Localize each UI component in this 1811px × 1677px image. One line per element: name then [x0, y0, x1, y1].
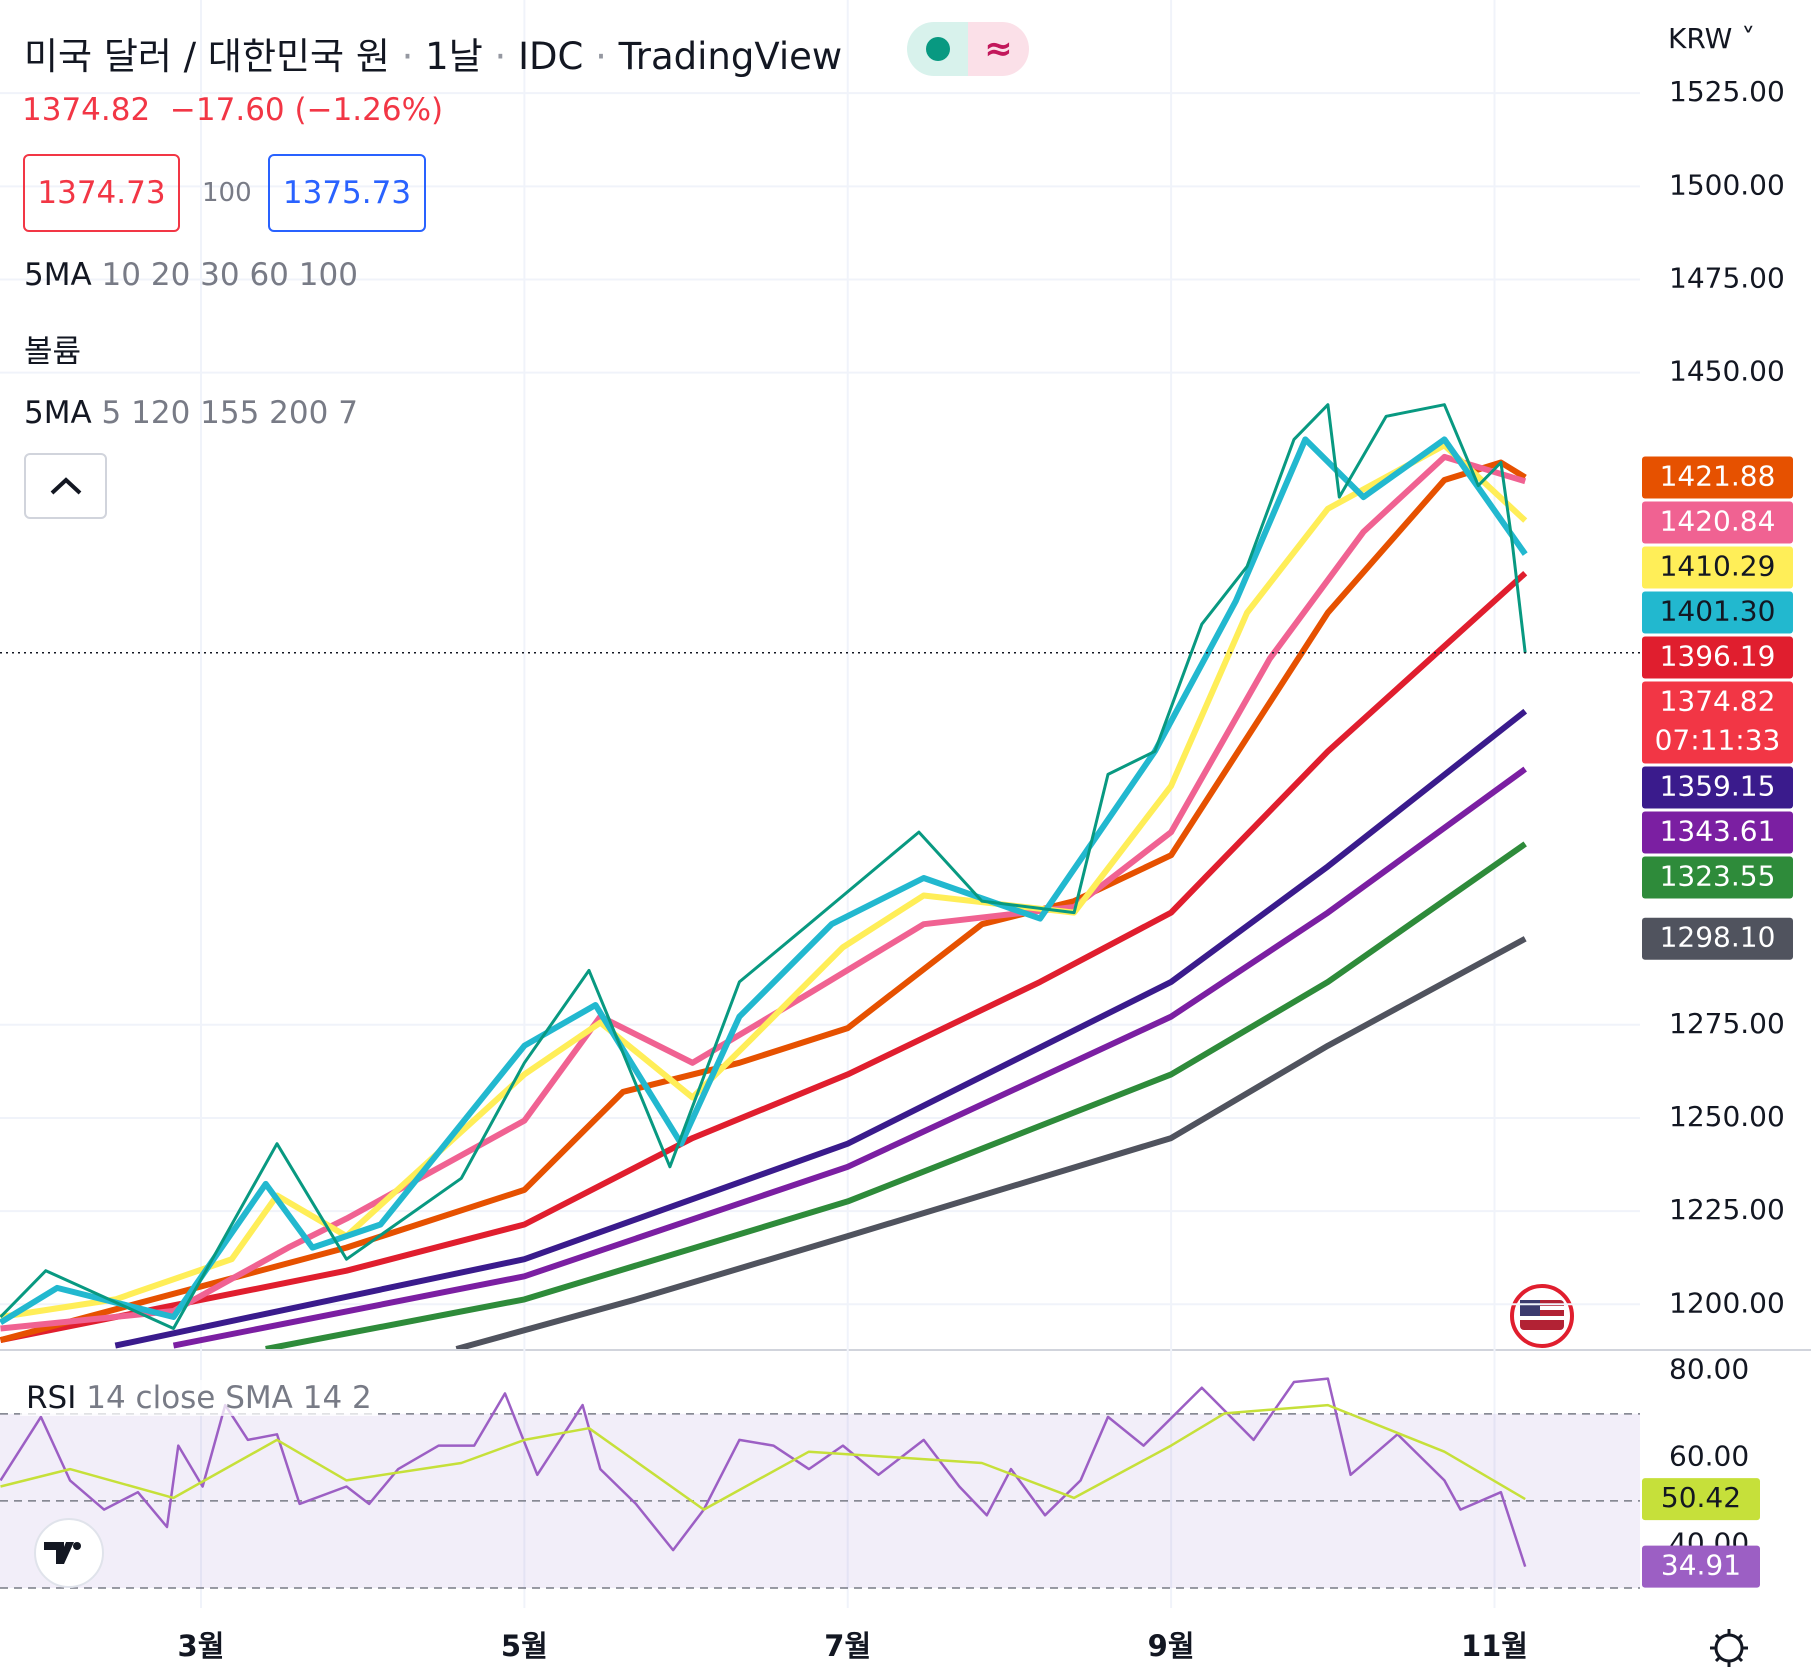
- tradingview-logo[interactable]: [34, 1518, 104, 1588]
- ma-line: [114, 708, 1528, 1349]
- ma-legend-2[interactable]: 5MA 5 120 155 200 7: [24, 395, 358, 431]
- currency: KRW: [1668, 22, 1733, 55]
- price-tag: [1642, 811, 1793, 854]
- plot-layer: [0, 1413, 1640, 1589]
- price-tag: [1642, 1478, 1760, 1521]
- x-tick-label: 5월: [501, 1629, 548, 1663]
- x-tick-label: 9월: [1148, 1629, 1195, 1663]
- price-tag: [1642, 501, 1793, 544]
- price-tag: [1642, 591, 1793, 634]
- price-change: −17.60 (−1.26%): [169, 92, 444, 128]
- ma-line: [172, 766, 1527, 1349]
- ma-name: 5MA: [24, 395, 92, 431]
- y-tick-label: 1225.00: [1669, 1193, 1785, 1226]
- source: IDC: [518, 35, 584, 78]
- ma-line: [0, 459, 1527, 1343]
- price-tag-label: 1421.88: [1660, 459, 1776, 492]
- rsi-tag-label: 50.42: [1661, 1481, 1741, 1514]
- y-tick-label: 1475.00: [1669, 261, 1785, 294]
- currency-selector[interactable]: KRW ˅: [1668, 22, 1756, 55]
- plot-layer: [0, 1377, 1527, 1567]
- y-tick-label: 1250.00: [1669, 1100, 1785, 1133]
- price-tag: [1642, 636, 1793, 679]
- header-line: 미국 달러 / 대한민국 원 · 1날 · IDC · TradingView: [24, 35, 843, 78]
- price-tag: [1642, 1545, 1760, 1588]
- rsi-params: 14 close SMA 14 2: [86, 1380, 372, 1416]
- price-tag: [1642, 766, 1793, 809]
- countdown: 07:11:33: [1655, 723, 1781, 756]
- y-tick-label: 1525.00: [1669, 75, 1785, 108]
- flag-icon: [1510, 1284, 1574, 1348]
- y-tick-label: 60.00: [1669, 1439, 1749, 1472]
- settings-icon[interactable]: [1710, 1629, 1748, 1667]
- y-tick-label: 80.00: [1669, 1352, 1749, 1385]
- x-tick-label: 11월: [1461, 1629, 1528, 1663]
- volume-legend[interactable]: 볼륨: [24, 334, 82, 370]
- price-tag-label: 1396.19: [1660, 639, 1776, 672]
- price-tag: [1642, 456, 1793, 499]
- rsi-title: RSI: [26, 1380, 77, 1416]
- ma-legend-1[interactable]: 5MA 10 20 30 60 100: [24, 257, 358, 293]
- y-tick-label: 1275.00: [1669, 1007, 1785, 1040]
- price-line: 1374.82 −17.60 (−1.26%): [22, 92, 443, 128]
- price-tag-label: 1359.15: [1660, 769, 1776, 802]
- price-tag-label: 1401.30: [1660, 594, 1776, 627]
- x-tick-label: 3월: [178, 1629, 225, 1663]
- price-tag-label: 1323.55: [1660, 859, 1776, 892]
- price-tag-label: 1410.29: [1660, 549, 1776, 582]
- price-tag-label: 1343.61: [1660, 814, 1776, 847]
- ma-line: [0, 436, 1528, 1326]
- price-tag: [1642, 546, 1793, 589]
- x-tick-label: 7월: [824, 1629, 871, 1663]
- platform: TradingView: [618, 35, 843, 78]
- price-tag: [1642, 917, 1793, 960]
- ma-params: 5 120 155 200 7: [101, 395, 358, 431]
- sell-button[interactable]: 1374.73: [23, 154, 180, 232]
- collapse-button[interactable]: [24, 453, 107, 519]
- ma-line: [0, 442, 1528, 1320]
- y-tick-label: 1500.00: [1669, 168, 1785, 201]
- ma-line: [455, 936, 1527, 1349]
- rsi-legend[interactable]: RSI 14 close SMA 14 2: [20, 1380, 378, 1416]
- y-tick-label: 1200.00: [1669, 1286, 1785, 1319]
- buy-button[interactable]: 1375.73: [268, 154, 426, 232]
- price-tag: [1642, 856, 1793, 899]
- rsi-tag-label: 34.91: [1661, 1549, 1741, 1582]
- symbol-title[interactable]: 미국 달러 / 대한민국 원: [24, 35, 390, 78]
- price-tag-label: 1298.10: [1660, 921, 1776, 954]
- ma-line: [0, 1403, 1526, 1511]
- price-tag-label: 1420.84: [1660, 504, 1776, 537]
- ma-line: [0, 570, 1528, 1344]
- price-tag: [1642, 681, 1793, 764]
- plot-layer: [0, 403, 1528, 1349]
- price-line: [0, 403, 1527, 1330]
- ma-name: 5MA: [24, 257, 92, 293]
- ma-line: [265, 841, 1527, 1349]
- interval[interactable]: 1날: [425, 35, 483, 78]
- status-pill[interactable]: ≈: [907, 22, 1029, 76]
- spread: 100: [202, 178, 252, 208]
- y-tick-label: 1450.00: [1669, 355, 1785, 388]
- price-tag-label: 1374.82: [1660, 684, 1776, 717]
- last-price: 1374.82: [22, 92, 151, 128]
- ma-params: 10 20 30 60 100: [101, 257, 358, 293]
